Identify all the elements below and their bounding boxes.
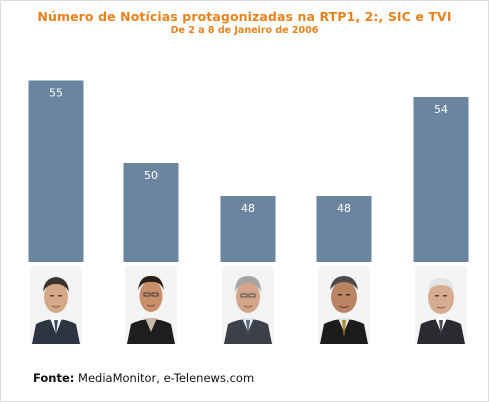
bar-4 xyxy=(316,196,372,262)
bar-5 xyxy=(413,97,469,262)
bar-value-label-2: 50 xyxy=(144,169,158,182)
portrait-5-image xyxy=(415,266,467,344)
bar-value-label-5: 54 xyxy=(434,103,448,116)
bar-3 xyxy=(220,196,276,262)
portrait-3-image xyxy=(222,266,274,344)
chart-subtitle: De 2 a 8 de Janeiro de 2006 xyxy=(170,25,319,36)
portrait-1-image xyxy=(30,266,82,344)
bar-1 xyxy=(28,80,84,262)
bar-2 xyxy=(123,163,179,262)
portrait-4-image xyxy=(318,266,370,344)
source-label: Fonte: xyxy=(33,371,75,385)
bar-value-label-1: 55 xyxy=(49,87,63,100)
source-text: MediaMonitor, e-Telenews.com xyxy=(78,371,255,385)
bar-value-label-3: 48 xyxy=(241,202,255,215)
source-note: Fonte: MediaMonitor, e-Telenews.com xyxy=(33,371,254,385)
portrait-2-image xyxy=(125,266,177,344)
bar-value-label-4: 48 xyxy=(337,202,351,215)
chart-title: Número de Notícias protagonizadas na RTP… xyxy=(37,9,452,24)
